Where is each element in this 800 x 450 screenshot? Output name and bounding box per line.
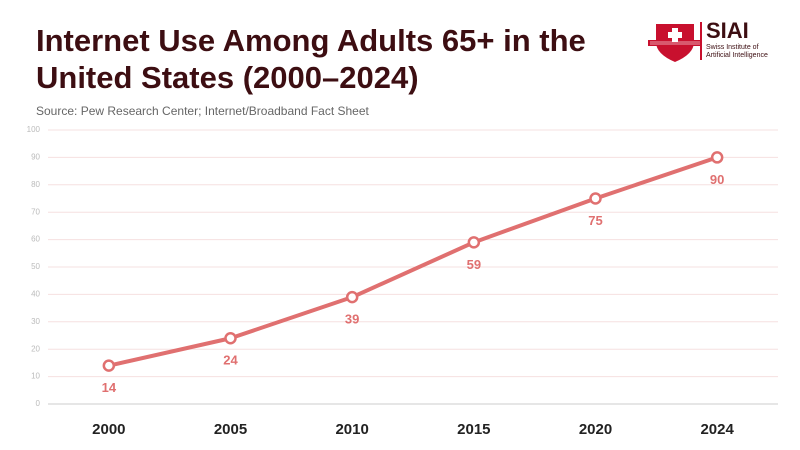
data-label: 39	[345, 312, 359, 327]
x-tick-label: 2015	[457, 421, 490, 438]
data-label: 90	[710, 172, 724, 187]
y-tick-label: 10	[31, 372, 40, 381]
y-tick-label: 90	[31, 153, 40, 162]
y-tick-label: 40	[31, 290, 40, 299]
y-tick-label: 20	[31, 344, 40, 353]
data-label: 24	[223, 353, 238, 368]
y-tick-label: 80	[31, 180, 40, 189]
y-tick-label: 70	[31, 207, 40, 216]
logo-tagline: Swiss Institute of Artificial Intelligen…	[706, 44, 768, 60]
line	[108, 155, 718, 368]
marker	[467, 236, 481, 249]
logo-tagline-line: Artificial Intelligence	[706, 52, 768, 59]
marker	[224, 331, 237, 345]
logo-tagline-line: Swiss Institute of	[706, 44, 759, 51]
marker	[102, 359, 116, 372]
chart-title: Internet Use Among Adults 65+ in the Uni…	[36, 23, 586, 95]
y-tick-label: 0	[36, 399, 41, 408]
chart-subtitle: Source: Pew Research Center; Internet/Br…	[36, 104, 369, 118]
y-tick-label: 50	[31, 262, 40, 271]
y-tick-label: 60	[31, 235, 40, 244]
logo-name: SIAI	[706, 18, 749, 43]
y-tick-label: 30	[31, 317, 40, 326]
marker	[589, 192, 602, 205]
x-tick-label: 2024	[700, 421, 734, 438]
data-label: 75	[588, 213, 602, 228]
x-tick-label: 2020	[579, 421, 612, 438]
x-tick-label: 2000	[92, 421, 125, 438]
y-tick-label: 100	[27, 125, 41, 134]
logo: SIAI Swiss Institute of Artificial Intel…	[648, 18, 778, 64]
marker	[710, 151, 724, 164]
marker	[345, 290, 359, 304]
data-label: 59	[467, 257, 481, 272]
data-label: 14	[102, 380, 117, 395]
logo-icon	[648, 24, 702, 62]
x-tick-label: 2010	[335, 421, 368, 438]
x-tick-label: 2005	[214, 421, 247, 438]
